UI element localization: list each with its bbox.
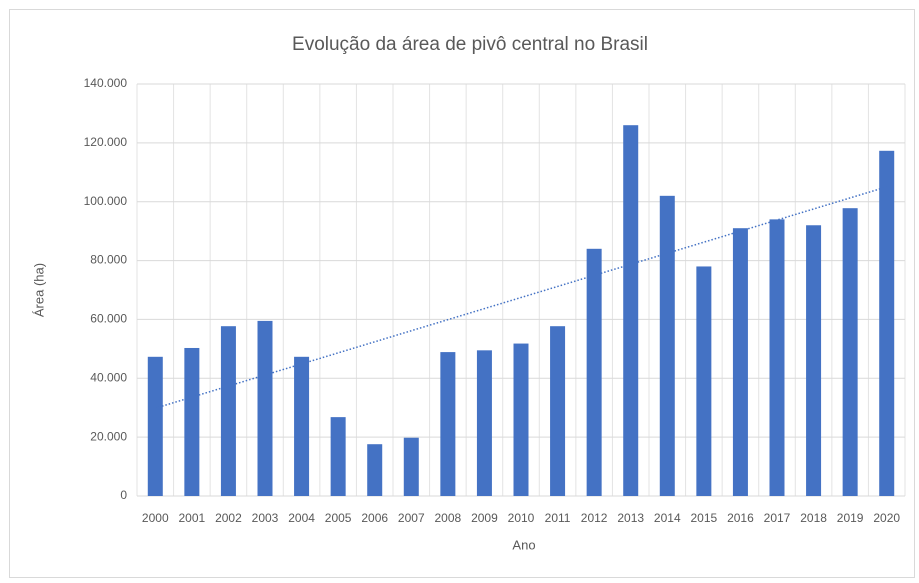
bar [367, 444, 383, 496]
bar [476, 350, 492, 496]
y-tick-label: 140.000 [84, 76, 128, 90]
x-tick-label: 2007 [398, 511, 425, 525]
x-tick-label: 2010 [508, 511, 535, 525]
bar [294, 356, 310, 496]
bar [550, 326, 566, 496]
y-axis-label: Área (ha) [31, 263, 46, 317]
x-tick-label: 2009 [471, 511, 498, 525]
bar [659, 195, 675, 497]
y-tick-label: 0 [120, 488, 127, 502]
bar [842, 208, 858, 496]
x-tick-label: 2016 [727, 511, 754, 525]
x-axis-label: Ano [512, 537, 535, 552]
bar [147, 356, 163, 496]
y-tick-label: 60.000 [90, 312, 127, 326]
x-tick-label: 2015 [691, 511, 718, 525]
x-tick-label: 2001 [179, 511, 206, 525]
bar [440, 352, 456, 496]
bar [257, 320, 273, 496]
x-tick-label: 2002 [215, 511, 242, 525]
bar [586, 248, 602, 496]
bar [769, 219, 785, 496]
x-tick-label: 2004 [288, 511, 315, 525]
y-tick-label: 20.000 [90, 429, 127, 443]
bar [220, 326, 236, 496]
bar [513, 343, 529, 496]
y-tick-label: 120.000 [84, 135, 128, 149]
x-tick-label: 2005 [325, 511, 352, 525]
x-tick-label: 2020 [873, 511, 900, 525]
x-tick-label: 2019 [837, 511, 864, 525]
bar [184, 347, 200, 496]
y-tick-label: 40.000 [90, 370, 127, 384]
x-tick-label: 2008 [435, 511, 462, 525]
bar [732, 228, 748, 496]
x-tick-label: 2011 [545, 511, 571, 525]
trendline [155, 186, 887, 409]
x-tick-label: 2000 [142, 511, 169, 525]
x-tick-label: 2017 [764, 511, 791, 525]
bar [403, 437, 419, 496]
bar [879, 150, 895, 496]
x-tick-label: 2018 [800, 511, 827, 525]
chart-title: Evolução da área de pivô central no Bras… [292, 34, 648, 55]
x-tick-label: 2006 [361, 511, 388, 525]
x-tick-label: 2014 [654, 511, 681, 525]
x-tick-label: 2013 [617, 511, 644, 525]
bar [696, 266, 712, 496]
bar [623, 125, 639, 496]
y-tick-label: 100.000 [84, 194, 128, 208]
x-tick-label: 2012 [581, 511, 608, 525]
bar [330, 417, 346, 496]
bar [806, 225, 822, 496]
y-tick-label: 80.000 [90, 253, 127, 267]
x-tick-label: 2003 [252, 511, 279, 525]
